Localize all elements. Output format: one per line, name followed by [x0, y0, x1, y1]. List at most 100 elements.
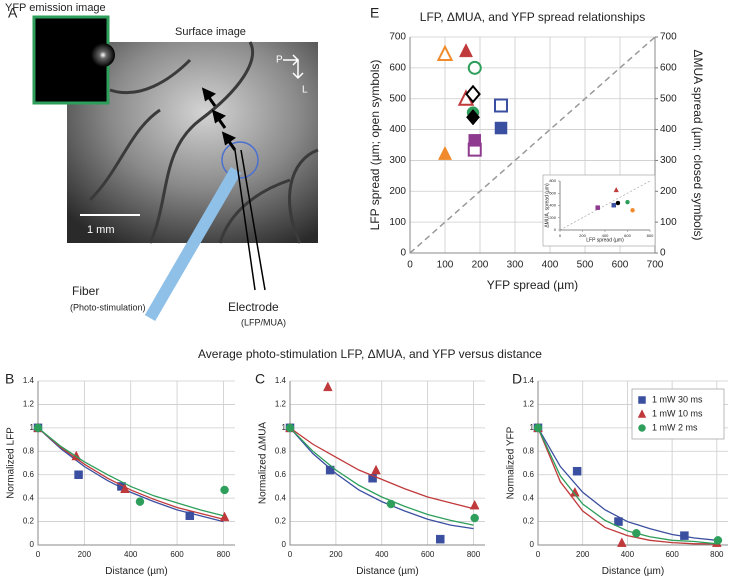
- fit-curve: [37, 427, 224, 520]
- y-axis-label: Normalized LFP: [5, 427, 16, 499]
- panel-label: E: [370, 5, 379, 21]
- x-tick-label: 800: [647, 233, 654, 238]
- x-tick-label: 600: [170, 550, 184, 559]
- y-tick-label: 600: [549, 190, 556, 195]
- compass: [283, 54, 304, 80]
- fit-curve: [537, 427, 717, 545]
- legend-marker: [637, 409, 647, 418]
- y-tick-label: 0.2: [23, 517, 35, 526]
- y-tick-label: 0.2: [275, 517, 287, 526]
- fiber-sub: (Photo-stimulation): [70, 302, 146, 312]
- y-tick-label: 400: [549, 203, 556, 208]
- electrode-wire: [240, 149, 266, 291]
- y-tick-label: 400: [389, 124, 406, 135]
- marker: [611, 202, 617, 208]
- fit-curve: [289, 427, 474, 530]
- axes: [409, 37, 656, 254]
- marker: [220, 485, 229, 495]
- marker: [572, 466, 582, 476]
- y-tick-label: 200: [389, 186, 406, 197]
- electrode-ring: [221, 141, 259, 179]
- panel-label: A: [8, 5, 18, 21]
- x-tick-label: 400: [621, 550, 635, 559]
- marker: [285, 423, 295, 433]
- marker: [371, 464, 381, 475]
- arrows: [201, 87, 237, 151]
- y-tick-label: 1: [282, 423, 287, 432]
- legend-box: [631, 388, 725, 440]
- marker: [470, 513, 479, 523]
- y2-axis-label: ΔMUA spread (µm; closed symbols): [691, 50, 705, 241]
- electrode-sub: (LFP/MUA): [241, 317, 286, 327]
- x-tick-label: 600: [421, 550, 435, 559]
- x-tick-label: 500: [577, 260, 594, 271]
- x-tick-label: 0: [36, 550, 41, 559]
- x-axis-label: Distance (µm): [602, 566, 664, 577]
- x-tick-label: 0: [407, 260, 413, 271]
- y-tick-label: 0.6: [523, 470, 535, 479]
- marker: [219, 511, 230, 522]
- y-tick-label: 1.2: [275, 400, 287, 409]
- fit-curve: [289, 427, 474, 526]
- axes: [289, 381, 485, 546]
- marker: [630, 208, 635, 213]
- vessels: [88, 41, 319, 244]
- marker: [617, 537, 627, 547]
- x-tick-label: 100: [437, 260, 454, 271]
- y-tick-label: 1.4: [23, 376, 35, 385]
- y-axis-label: Normalized YFP: [505, 426, 516, 499]
- marker: [614, 517, 623, 526]
- marker: [533, 423, 543, 433]
- x-tick-label: 400: [542, 260, 559, 271]
- image-title: Surface image: [175, 26, 246, 38]
- x-tick-label: 200: [576, 550, 590, 559]
- yfp-spot: [91, 43, 115, 67]
- panel-a: A YFP emission image Surface image 1 mm …: [5, 2, 319, 327]
- x-tick-label: 400: [602, 233, 609, 238]
- x-tick-label: 200: [329, 550, 343, 559]
- compass-l: L: [302, 85, 308, 96]
- marker: [680, 531, 689, 540]
- scale-label: 1 mm: [87, 224, 115, 236]
- y2-tick-label: 0: [660, 248, 666, 259]
- inset-title: YFP emission image: [5, 2, 106, 14]
- y-tick-label: 0: [282, 540, 287, 549]
- y-tick-label: 1.4: [523, 376, 535, 385]
- x-tick-label: 800: [217, 550, 231, 559]
- y2-tick-label: 500: [660, 93, 677, 104]
- marker: [467, 60, 482, 75]
- x-tick-label: 600: [665, 550, 679, 559]
- x-tick-label: 0: [288, 550, 293, 559]
- y2-tick-label: 700: [660, 32, 677, 43]
- marker: [468, 134, 481, 147]
- y-tick-label: 0: [554, 227, 557, 232]
- marker: [465, 84, 481, 104]
- y-tick-label: 500: [389, 93, 406, 104]
- fiber: [144, 166, 242, 322]
- electrode-wire: [234, 149, 256, 291]
- y-tick-label: 100: [389, 217, 406, 228]
- section-title: Average photo-stimulation LFP, ΔMUA, and…: [198, 347, 542, 361]
- y2-tick-label: 200: [660, 186, 677, 197]
- y-tick-label: 0.4: [23, 493, 35, 502]
- marker: [120, 483, 130, 494]
- chart-title: LFP, ΔMUA, and YFP spread relationships: [420, 10, 645, 24]
- fit-curve: [289, 427, 474, 510]
- y-tick-label: 0: [30, 540, 35, 549]
- marker: [469, 499, 480, 510]
- identity-line: [409, 36, 656, 254]
- marker: [436, 534, 445, 544]
- y-tick-label: 1.2: [23, 400, 35, 409]
- y2-tick-label: 300: [660, 155, 677, 166]
- marker: [613, 186, 619, 193]
- x-axis-label: Distance (µm): [356, 566, 418, 577]
- axes: [37, 381, 235, 546]
- x-tick-label: 400: [375, 550, 389, 559]
- y-tick-label: 1: [30, 423, 35, 432]
- y-tick-label: 200: [549, 215, 556, 220]
- marker: [437, 145, 453, 160]
- fiber-label: Fiber: [72, 284, 99, 298]
- x-tick-label: 300: [507, 260, 524, 271]
- y-tick-label: 0.8: [275, 446, 287, 455]
- y-tick-label: 1.4: [275, 376, 287, 385]
